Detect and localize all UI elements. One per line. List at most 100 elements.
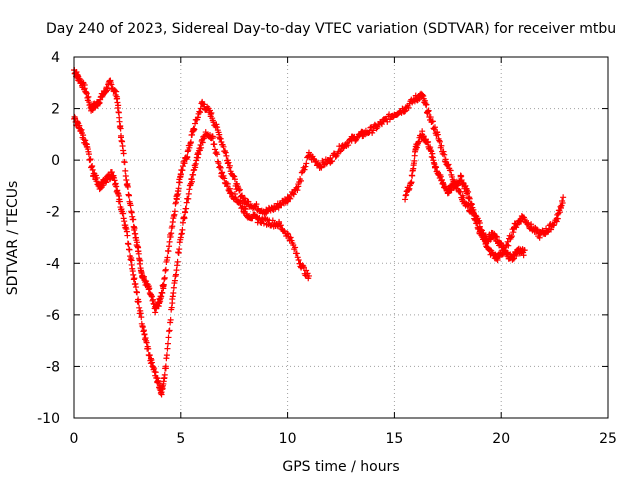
chart-title: Day 240 of 2023, Sidereal Day-to-day VTE… [46, 21, 616, 37]
data-point [236, 199, 243, 206]
data-point [305, 272, 312, 279]
data-point [264, 208, 271, 215]
data-point [191, 126, 198, 133]
data-point [290, 191, 297, 198]
data-point [521, 247, 528, 254]
data-point [174, 258, 181, 265]
data-point [162, 365, 169, 372]
y-tick-label: 0 [51, 153, 60, 169]
data-point [411, 157, 418, 164]
plot-frame [73, 56, 609, 419]
data-point [161, 371, 168, 378]
data-point [386, 116, 393, 123]
data-point [152, 369, 159, 376]
data-point [447, 167, 454, 174]
x-axis-label: GPS time / hours [282, 459, 399, 475]
data-point [116, 118, 123, 125]
data-point [225, 159, 232, 166]
data-point [164, 340, 171, 347]
data-point [134, 289, 141, 296]
data-point [429, 118, 436, 125]
data-point [441, 151, 448, 158]
x-tick-label: 0 [70, 431, 79, 447]
data-point [556, 209, 563, 216]
data-point [513, 221, 520, 228]
data-point [126, 246, 133, 253]
data-point [209, 133, 216, 140]
data-points [71, 66, 567, 398]
data-point [190, 125, 197, 132]
data-point [85, 151, 92, 158]
data-point [226, 185, 233, 192]
data-point [338, 146, 344, 153]
data-point [508, 234, 515, 241]
y-tick-label: 2 [51, 102, 60, 118]
data-point [127, 202, 134, 209]
data-point [329, 158, 336, 165]
data-point [143, 339, 150, 346]
data-point [131, 225, 138, 232]
data-point [436, 137, 443, 144]
data-point [181, 160, 188, 167]
data-point [295, 183, 302, 190]
y-tick-label: -2 [46, 205, 60, 221]
data-point [277, 222, 284, 229]
data-point [533, 226, 540, 233]
data-point [122, 167, 129, 174]
data-point [124, 183, 131, 190]
data-point [159, 290, 166, 297]
data-point [560, 194, 567, 201]
data-point [367, 124, 374, 131]
data-point [131, 275, 138, 282]
data-point [192, 120, 199, 127]
data-point [440, 148, 447, 155]
data-point [165, 334, 172, 341]
data-point [256, 214, 263, 221]
data-point [183, 205, 190, 212]
data-point [236, 186, 243, 193]
data-point [219, 169, 226, 176]
x-tick-label: 20 [492, 431, 510, 447]
data-point [130, 216, 137, 223]
data-point [554, 215, 561, 222]
data-point [163, 352, 170, 359]
data-point [208, 109, 215, 116]
data-point [160, 282, 167, 289]
data-point [525, 219, 532, 226]
data-point [536, 234, 543, 241]
data-point [121, 159, 128, 166]
data-point [332, 153, 339, 160]
data-point [444, 190, 451, 197]
data-point [465, 188, 472, 195]
data-point [220, 172, 227, 179]
data-point [434, 131, 441, 138]
data-point [239, 204, 246, 211]
data-point [550, 222, 557, 229]
data-point [245, 198, 252, 205]
data-point [275, 204, 282, 211]
data-point [93, 174, 100, 181]
data-point [176, 246, 183, 253]
series-1 [71, 66, 567, 316]
data-point [120, 150, 127, 157]
data-point [521, 216, 528, 223]
grid [73, 56, 609, 419]
data-point [289, 190, 296, 197]
data-point [137, 257, 144, 264]
data-point [277, 201, 284, 208]
y-axis-label: SDTVAR / TECUs [5, 181, 21, 296]
data-point [370, 127, 377, 134]
data-point [294, 187, 301, 194]
data-point [162, 266, 169, 273]
data-point [231, 176, 238, 183]
data-point [179, 226, 186, 233]
data-point [145, 345, 152, 352]
data-point [169, 300, 176, 307]
data-point [378, 121, 385, 128]
data-point [184, 154, 191, 161]
data-point [219, 174, 226, 181]
x-tick-label: 25 [599, 431, 617, 447]
data-point [214, 124, 221, 131]
data-point [167, 316, 174, 323]
data-point [89, 166, 96, 173]
